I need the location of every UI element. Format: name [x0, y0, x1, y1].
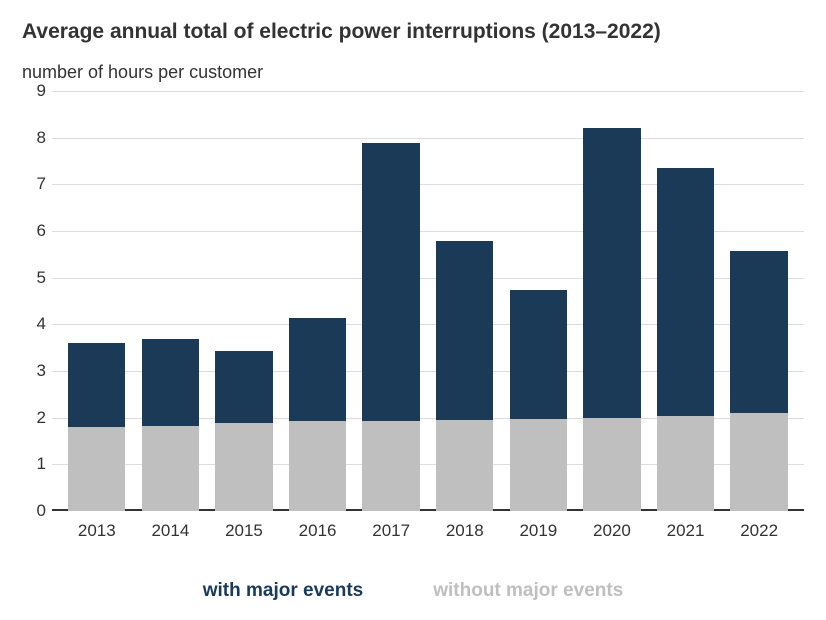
bar-slot	[649, 91, 723, 511]
stacked-bar	[583, 91, 640, 511]
x-tick-label: 2022	[722, 521, 796, 541]
y-tick-label: 8	[37, 128, 46, 148]
bar-segment-without-major	[436, 420, 493, 511]
bar-segment-with-major	[289, 318, 346, 422]
stacked-bar	[68, 91, 125, 511]
stacked-bar	[510, 91, 567, 511]
y-tick-label: 7	[37, 174, 46, 194]
bar-segment-without-major	[730, 413, 787, 511]
chart-subtitle: number of hours per customer	[22, 62, 804, 83]
bar-slot	[207, 91, 281, 511]
x-tick-label: 2014	[134, 521, 208, 541]
chart-container: Average annual total of electric power i…	[0, 0, 826, 620]
x-tick-label: 2021	[649, 521, 723, 541]
bar-segment-with-major	[510, 290, 567, 419]
bar-segment-without-major	[583, 418, 640, 511]
bar-segment-with-major	[215, 351, 272, 423]
stacked-bar	[362, 91, 419, 511]
bar-slot	[722, 91, 796, 511]
y-tick-label: 0	[37, 501, 46, 521]
legend-item: without major events	[433, 580, 623, 602]
bar-segment-without-major	[657, 416, 714, 511]
bar-segment-with-major	[68, 343, 125, 427]
stacked-bar	[657, 91, 714, 511]
bar-segment-with-major	[142, 339, 199, 426]
bar-segment-with-major	[436, 241, 493, 419]
bars-group	[52, 91, 804, 511]
x-tick-label: 2020	[575, 521, 649, 541]
bar-segment-with-major	[362, 143, 419, 421]
x-tick-label: 2015	[207, 521, 281, 541]
bar-segment-without-major	[142, 426, 199, 511]
y-tick-label: 1	[37, 454, 46, 474]
y-tick-label: 9	[37, 81, 46, 101]
stacked-bar	[289, 91, 346, 511]
x-tick-label: 2016	[281, 521, 355, 541]
x-tick-label: 2017	[354, 521, 428, 541]
bar-segment-without-major	[215, 423, 272, 511]
stacked-bar	[142, 91, 199, 511]
x-tick-label: 2018	[428, 521, 502, 541]
x-axis: 2013201420152016201720182019202020212022	[52, 511, 804, 541]
stacked-bar	[436, 91, 493, 511]
stacked-bar	[215, 91, 272, 511]
bar-slot	[134, 91, 208, 511]
bar-segment-without-major	[362, 421, 419, 511]
y-tick-label: 5	[37, 268, 46, 288]
chart-title: Average annual total of electric power i…	[22, 20, 804, 44]
y-tick-label: 6	[37, 221, 46, 241]
y-tick-label: 3	[37, 361, 46, 381]
bar-segment-with-major	[657, 168, 714, 415]
y-tick-label: 2	[37, 408, 46, 428]
bar-segment-without-major	[68, 427, 125, 511]
stacked-bar	[730, 91, 787, 511]
bar-slot	[281, 91, 355, 511]
bar-slot	[354, 91, 428, 511]
y-tick-label: 4	[37, 314, 46, 334]
bar-slot	[60, 91, 134, 511]
bar-segment-without-major	[510, 419, 567, 511]
bar-segment-with-major	[583, 128, 640, 417]
x-tick-label: 2019	[502, 521, 576, 541]
plot-area: 0123456789 20132014201520162017201820192…	[22, 91, 804, 511]
bar-segment-without-major	[289, 421, 346, 511]
x-tick-label: 2013	[60, 521, 134, 541]
bar-slot	[428, 91, 502, 511]
bar-segment-with-major	[730, 251, 787, 413]
y-axis: 0123456789	[22, 91, 52, 511]
bar-slot	[575, 91, 649, 511]
bar-slot	[502, 91, 576, 511]
legend-item: with major events	[203, 580, 364, 602]
legend: with major events without major events	[0, 580, 826, 602]
